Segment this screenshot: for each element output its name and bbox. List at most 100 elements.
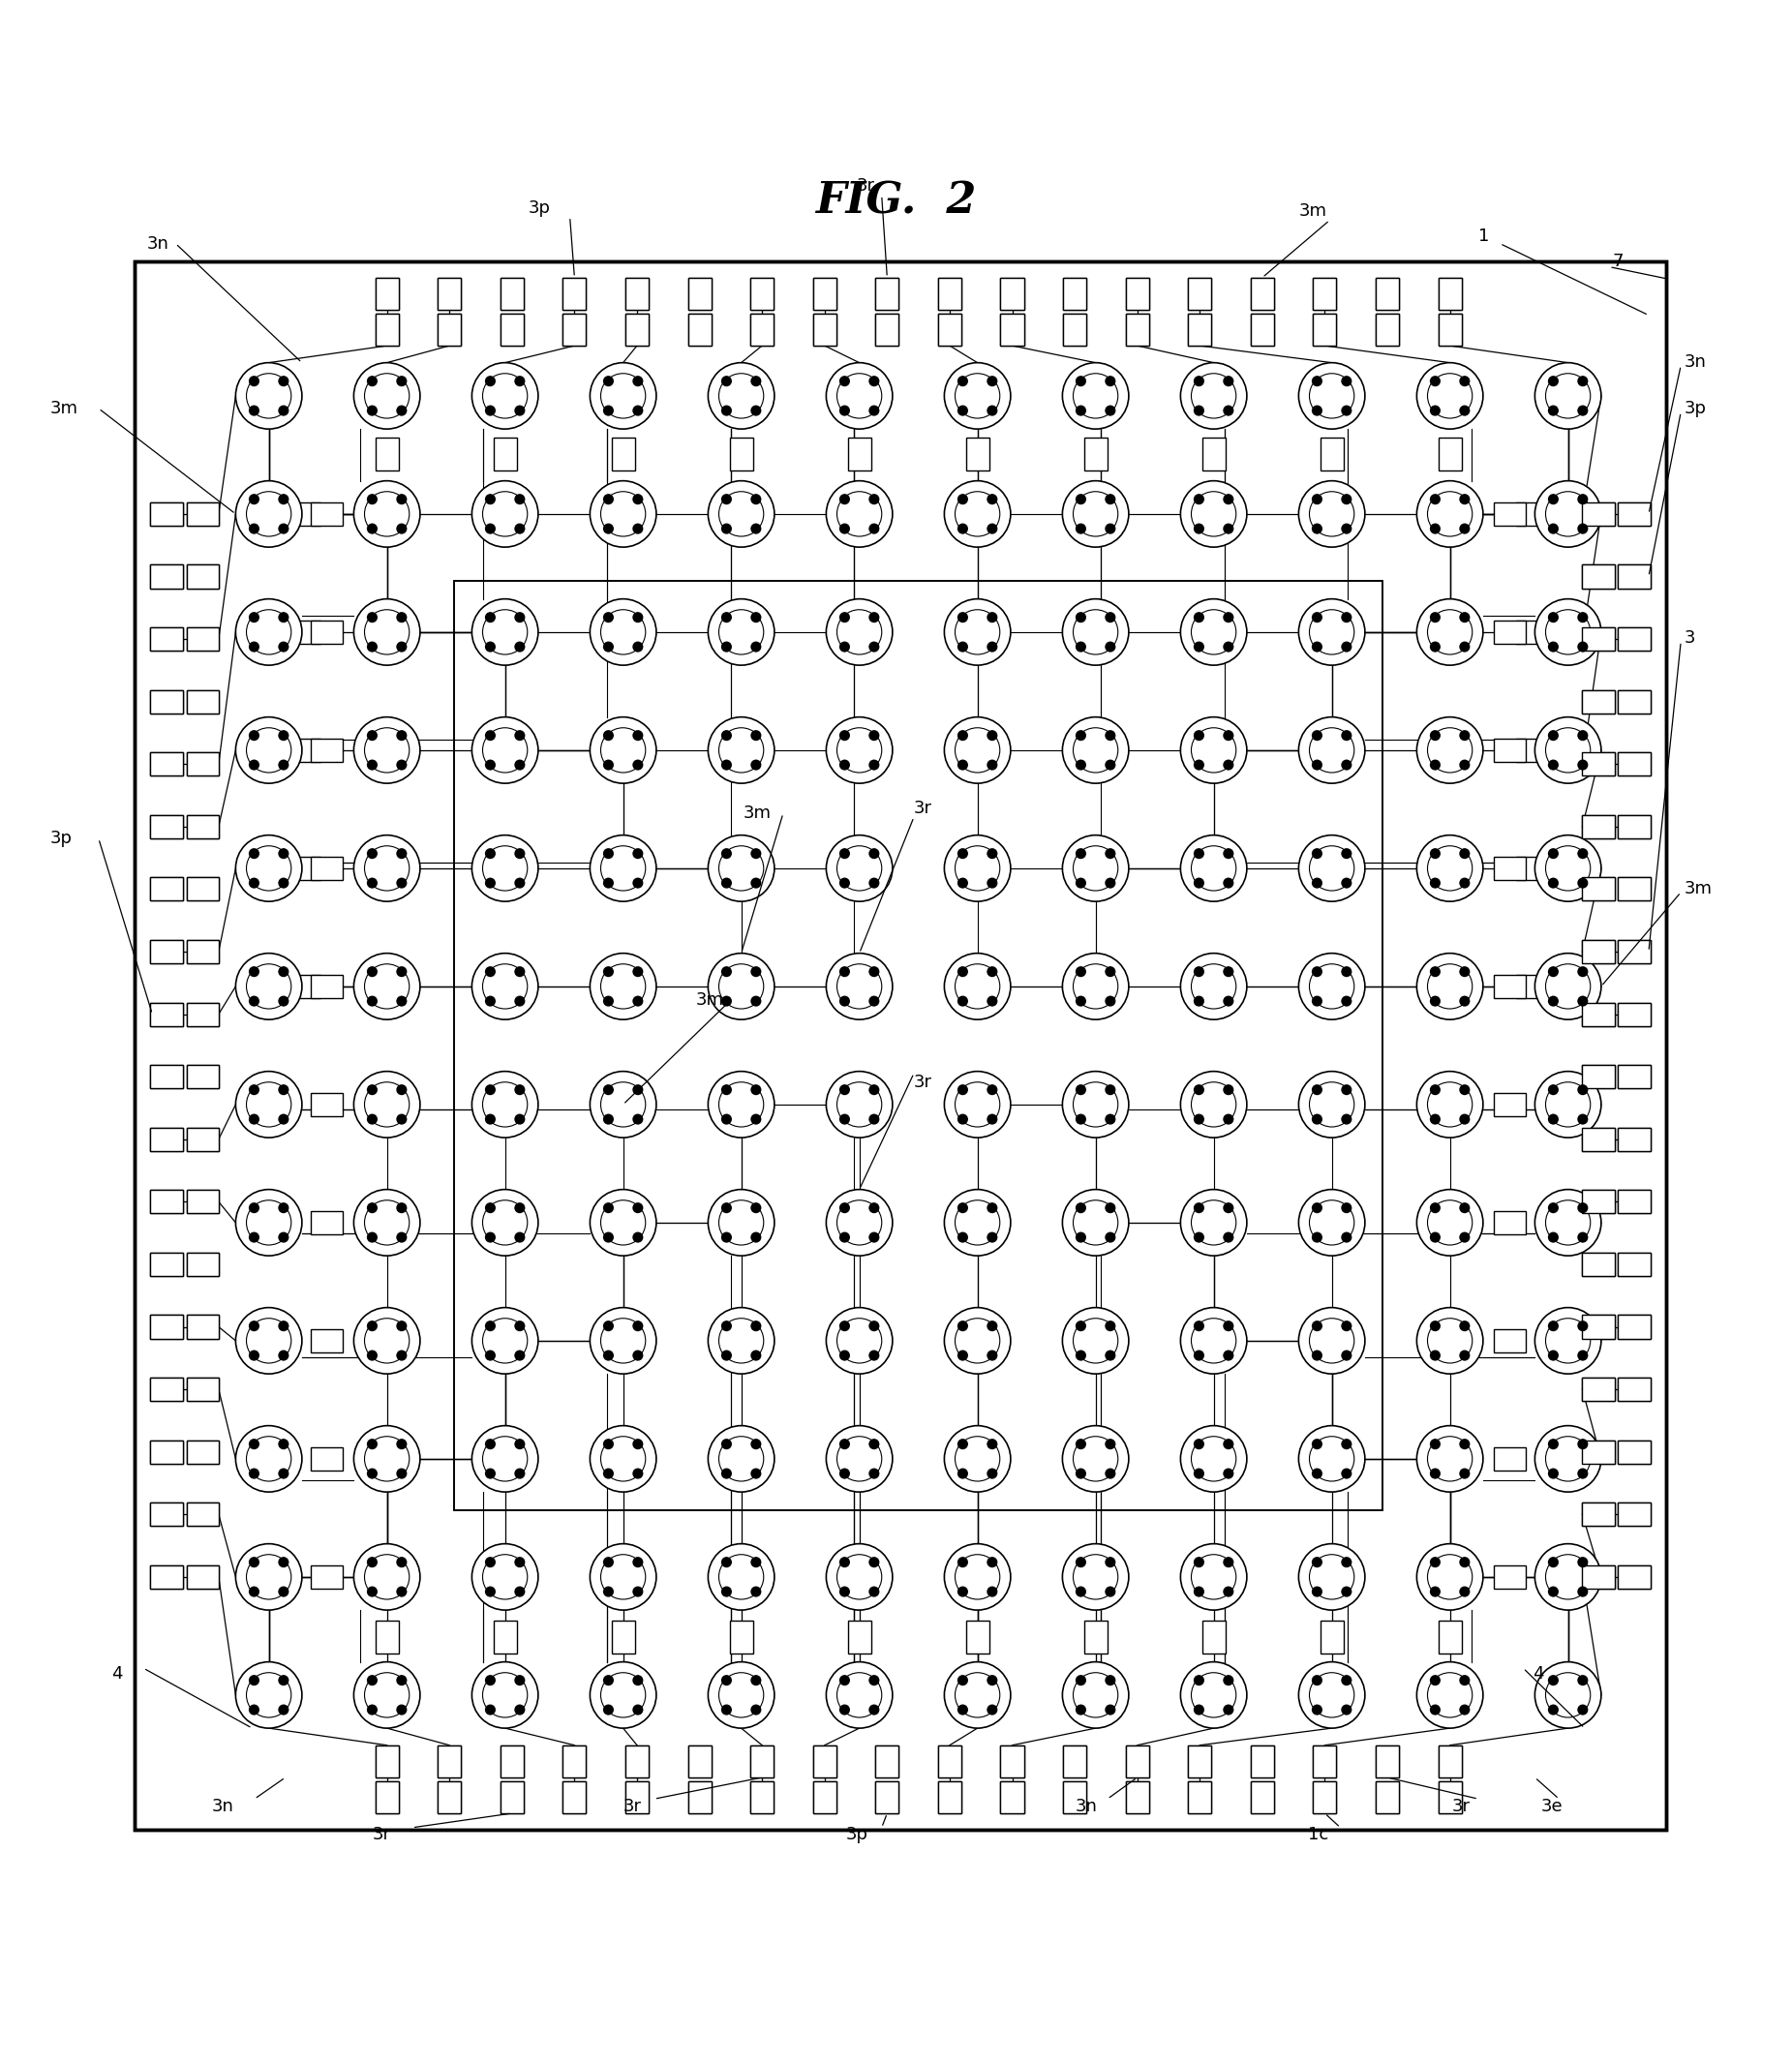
Bar xyxy=(1582,1191,1615,1214)
Circle shape xyxy=(396,1321,407,1331)
Text: 3n: 3n xyxy=(211,1798,233,1814)
Bar xyxy=(437,277,461,310)
Bar xyxy=(375,1746,398,1777)
Circle shape xyxy=(633,1350,643,1360)
Circle shape xyxy=(396,760,407,770)
Circle shape xyxy=(514,1350,525,1360)
Circle shape xyxy=(514,1232,525,1243)
Circle shape xyxy=(1430,1556,1441,1567)
Bar xyxy=(186,1377,219,1401)
Circle shape xyxy=(720,1587,731,1598)
Circle shape xyxy=(839,731,849,741)
Bar xyxy=(729,1620,753,1653)
Circle shape xyxy=(633,611,643,623)
Circle shape xyxy=(1577,524,1588,535)
Bar xyxy=(186,1253,219,1276)
Circle shape xyxy=(987,376,998,386)
Circle shape xyxy=(1430,1203,1441,1214)
Bar xyxy=(151,753,183,776)
Circle shape xyxy=(1075,995,1086,1007)
Circle shape xyxy=(396,1674,407,1686)
Circle shape xyxy=(249,731,260,741)
Circle shape xyxy=(486,611,496,623)
Circle shape xyxy=(1577,877,1588,888)
Circle shape xyxy=(604,731,615,741)
Bar xyxy=(437,1746,461,1777)
Bar xyxy=(437,1746,461,1777)
Bar xyxy=(563,1746,586,1777)
Circle shape xyxy=(353,836,419,902)
Circle shape xyxy=(1063,836,1129,902)
Bar xyxy=(437,277,461,310)
Bar xyxy=(1618,689,1650,714)
Circle shape xyxy=(1340,848,1351,859)
Circle shape xyxy=(278,1203,289,1214)
Bar xyxy=(814,314,837,345)
Circle shape xyxy=(1577,376,1588,386)
Circle shape xyxy=(957,731,968,741)
Circle shape xyxy=(235,954,301,1020)
Circle shape xyxy=(249,376,260,386)
Circle shape xyxy=(590,836,656,902)
Bar xyxy=(1188,277,1211,310)
Circle shape xyxy=(1312,877,1322,888)
Circle shape xyxy=(604,995,615,1007)
Circle shape xyxy=(1193,1705,1204,1715)
Circle shape xyxy=(1430,611,1441,623)
Circle shape xyxy=(751,848,762,859)
Circle shape xyxy=(720,642,731,652)
Circle shape xyxy=(486,877,496,888)
Bar xyxy=(151,566,183,588)
Circle shape xyxy=(720,1321,731,1331)
Circle shape xyxy=(1459,848,1469,859)
Circle shape xyxy=(720,376,731,386)
Bar xyxy=(1618,1315,1650,1337)
Bar xyxy=(500,1746,523,1777)
Circle shape xyxy=(1340,524,1351,535)
Circle shape xyxy=(1577,1350,1588,1360)
Circle shape xyxy=(1075,760,1086,770)
Circle shape xyxy=(1459,493,1469,504)
Bar xyxy=(1618,815,1650,838)
Circle shape xyxy=(633,1232,643,1243)
Bar xyxy=(1125,314,1149,345)
Circle shape xyxy=(396,493,407,504)
Circle shape xyxy=(249,1115,260,1125)
Bar xyxy=(1618,689,1650,714)
Bar xyxy=(1618,877,1650,900)
Bar xyxy=(876,277,900,310)
Circle shape xyxy=(957,642,968,652)
Circle shape xyxy=(957,1232,968,1243)
Bar xyxy=(1582,815,1615,838)
Circle shape xyxy=(249,1321,260,1331)
Circle shape xyxy=(486,1556,496,1567)
Bar xyxy=(1495,857,1527,879)
Circle shape xyxy=(1312,1084,1322,1096)
Circle shape xyxy=(1417,1662,1484,1728)
Circle shape xyxy=(751,1321,762,1331)
Circle shape xyxy=(633,1321,643,1331)
Circle shape xyxy=(987,493,998,504)
Circle shape xyxy=(1548,1705,1559,1715)
Circle shape xyxy=(826,599,892,665)
Circle shape xyxy=(471,481,538,547)
Bar xyxy=(1314,1781,1337,1814)
Bar xyxy=(563,1781,586,1814)
Circle shape xyxy=(486,405,496,417)
Circle shape xyxy=(367,731,378,741)
Bar xyxy=(1516,621,1548,644)
Bar xyxy=(1582,1127,1615,1152)
Circle shape xyxy=(751,760,762,770)
Circle shape xyxy=(1459,1468,1469,1480)
Circle shape xyxy=(1193,1439,1204,1449)
Circle shape xyxy=(957,493,968,504)
Circle shape xyxy=(367,1203,378,1214)
Circle shape xyxy=(1075,1674,1086,1686)
Circle shape xyxy=(1534,1309,1600,1375)
Circle shape xyxy=(1106,524,1116,535)
Circle shape xyxy=(367,760,378,770)
Circle shape xyxy=(367,1439,378,1449)
Bar xyxy=(186,566,219,588)
Circle shape xyxy=(720,966,731,976)
Circle shape xyxy=(1417,716,1484,784)
